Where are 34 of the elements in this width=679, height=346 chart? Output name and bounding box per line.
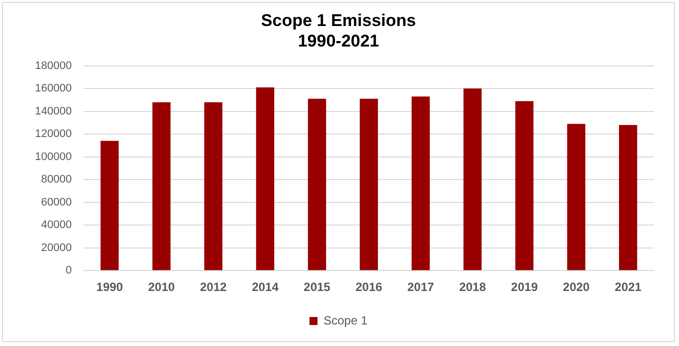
x-tick-label: 1990 bbox=[96, 280, 124, 294]
x-tick-label: 2018 bbox=[459, 280, 486, 294]
y-tick-label: 60000 bbox=[41, 196, 72, 208]
bar bbox=[619, 124, 638, 270]
bar bbox=[152, 102, 171, 270]
y-tick-label: 0 bbox=[66, 264, 72, 277]
bar bbox=[308, 98, 326, 270]
x-tick-label: 2017 bbox=[407, 280, 434, 294]
bar bbox=[100, 140, 119, 270]
bar bbox=[256, 87, 274, 270]
y-tick-label: 140000 bbox=[34, 105, 72, 118]
x-tick-label: 2012 bbox=[200, 280, 227, 294]
x-tick-label: 2015 bbox=[304, 280, 331, 294]
y-tick-label: 40000 bbox=[41, 219, 72, 232]
x-tick-label: 2010 bbox=[148, 280, 176, 294]
y-tick-label: 20000 bbox=[41, 242, 72, 254]
x-tick-label: 2020 bbox=[562, 280, 590, 294]
y-tick-label: 160000 bbox=[34, 82, 72, 95]
y-tick-label: 120000 bbox=[34, 128, 72, 140]
x-tick-label: 2021 bbox=[614, 280, 642, 294]
y-tick-label: 100000 bbox=[34, 150, 72, 163]
bar bbox=[567, 124, 586, 270]
bar bbox=[463, 88, 482, 270]
bar bbox=[412, 96, 430, 270]
bar bbox=[204, 102, 222, 270]
bar bbox=[360, 98, 378, 270]
bar bbox=[515, 101, 534, 270]
y-tick-label: 80000 bbox=[41, 174, 72, 186]
legend-label: Scope 1 bbox=[323, 313, 368, 328]
x-tick-label: 2016 bbox=[356, 280, 383, 294]
x-tick-label: 2019 bbox=[511, 280, 538, 294]
x-tick-label: 2014 bbox=[252, 280, 279, 294]
chart-title: Scope 1 Emissions 1990-2021 bbox=[261, 10, 416, 50]
y-tick-label: 180000 bbox=[34, 60, 72, 72]
